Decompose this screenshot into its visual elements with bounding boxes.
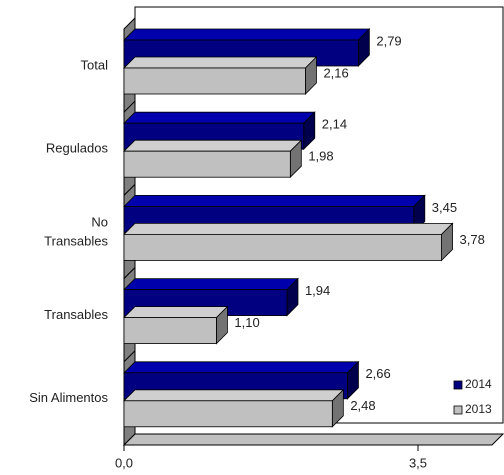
x-axis: 0,0 3,5 xyxy=(115,445,427,470)
category-label: Transables xyxy=(44,233,108,248)
bar-top-face xyxy=(123,222,454,235)
bar-top-face xyxy=(123,306,229,319)
bar-top-face xyxy=(123,194,426,207)
value-label: 2,66 xyxy=(365,366,390,381)
value-label: 1,94 xyxy=(305,283,330,298)
x-tick-label: 3,5 xyxy=(409,455,427,470)
legend-swatch xyxy=(453,380,463,390)
bar-2013-1 xyxy=(123,150,291,178)
bar-2013-0 xyxy=(123,67,306,95)
bar-top-face xyxy=(123,389,345,402)
legend-label: 2013 xyxy=(465,402,492,416)
value-label: 2,16 xyxy=(323,65,348,80)
value-label: 3,78 xyxy=(460,232,485,247)
category-label: Total xyxy=(81,57,109,72)
bar-top-face xyxy=(123,139,303,152)
category-label: Transables xyxy=(44,307,108,322)
bar-top-face xyxy=(123,111,316,124)
value-label: 2,79 xyxy=(376,33,401,48)
legend-label: 2014 xyxy=(465,377,492,391)
category-label: Sin Alimentos xyxy=(29,390,108,405)
category-label: Regulados xyxy=(46,141,109,156)
bar-2013-4 xyxy=(123,400,333,428)
value-label: 1,10 xyxy=(234,315,259,330)
floor xyxy=(122,433,504,446)
value-labels: 2,79 2,16 2,14 1,98 3,45 3,78 1,94 1,10 2,66 2,48 xyxy=(234,33,484,413)
value-label: 2,14 xyxy=(322,117,347,132)
bar-top-face xyxy=(123,56,318,69)
value-label: 2,48 xyxy=(350,398,375,413)
value-label: 1,98 xyxy=(308,149,333,164)
value-label: 3,45 xyxy=(432,200,457,215)
bar-2013-3 xyxy=(123,317,217,345)
legend: 2014 2013 xyxy=(453,377,492,416)
bar-2013-2 xyxy=(123,233,442,261)
bar-top-face xyxy=(123,361,360,374)
x-tick-label: 0,0 xyxy=(115,455,133,470)
bars xyxy=(123,28,454,428)
category-label: No xyxy=(91,214,108,229)
bar-top-face xyxy=(123,28,371,41)
legend-swatch xyxy=(453,405,463,415)
bar-top-face xyxy=(123,278,299,291)
category-labels: Total Regulados No Transables Transables Sin … xyxy=(29,57,108,405)
